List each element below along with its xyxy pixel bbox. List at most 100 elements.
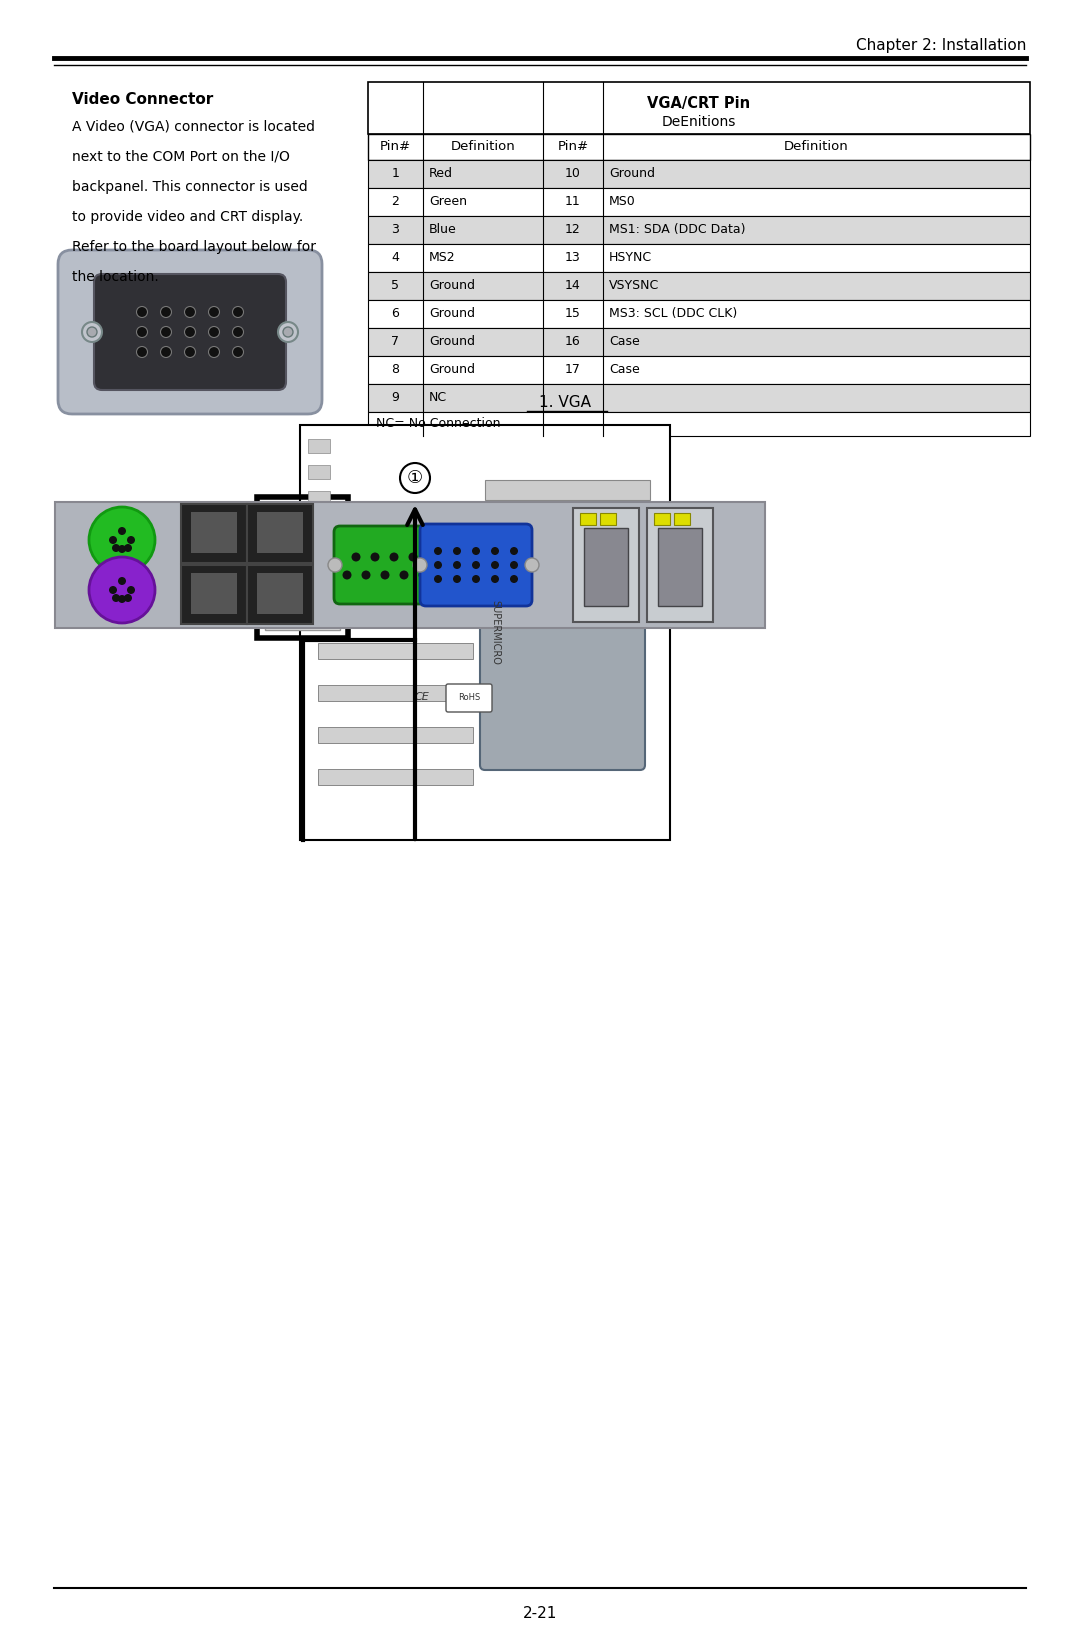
FancyBboxPatch shape	[247, 503, 313, 563]
Text: Ground: Ground	[429, 335, 475, 348]
Circle shape	[185, 346, 195, 358]
Circle shape	[118, 526, 126, 535]
FancyBboxPatch shape	[420, 525, 532, 606]
Text: 1. VGA: 1. VGA	[539, 394, 591, 409]
FancyBboxPatch shape	[446, 685, 492, 713]
Circle shape	[472, 561, 480, 569]
Text: RoHS: RoHS	[458, 693, 481, 701]
Circle shape	[390, 553, 399, 561]
FancyBboxPatch shape	[658, 528, 702, 606]
Text: Pin#: Pin#	[557, 140, 589, 153]
Circle shape	[400, 571, 408, 579]
Text: Case: Case	[609, 335, 639, 348]
Text: Case: Case	[609, 363, 639, 376]
Text: 8: 8	[391, 363, 400, 376]
Text: 1: 1	[392, 167, 400, 180]
FancyBboxPatch shape	[485, 544, 650, 564]
Circle shape	[112, 594, 120, 602]
FancyBboxPatch shape	[368, 216, 1030, 244]
FancyBboxPatch shape	[368, 356, 1030, 384]
Circle shape	[472, 548, 480, 554]
Circle shape	[89, 507, 156, 573]
Text: 10: 10	[565, 167, 581, 180]
FancyBboxPatch shape	[485, 480, 650, 500]
Circle shape	[413, 558, 427, 573]
Circle shape	[118, 578, 126, 586]
FancyBboxPatch shape	[674, 513, 690, 525]
FancyBboxPatch shape	[368, 134, 1030, 160]
FancyBboxPatch shape	[600, 513, 616, 525]
Circle shape	[232, 346, 243, 358]
Text: MS3: SCL (DDC CLK): MS3: SCL (DDC CLK)	[609, 307, 738, 320]
FancyBboxPatch shape	[485, 512, 650, 531]
Text: the location.: the location.	[72, 271, 159, 284]
FancyBboxPatch shape	[584, 528, 627, 606]
Text: 16: 16	[565, 335, 581, 348]
Circle shape	[419, 571, 428, 579]
Circle shape	[112, 544, 120, 553]
Circle shape	[434, 561, 442, 569]
Text: Ground: Ground	[429, 363, 475, 376]
Circle shape	[328, 558, 342, 573]
Text: MS2: MS2	[429, 251, 456, 264]
Circle shape	[510, 574, 518, 582]
Text: SUPERMICRO: SUPERMICRO	[490, 601, 500, 665]
FancyBboxPatch shape	[368, 412, 1030, 436]
Text: MS1: SDA (DDC Data): MS1: SDA (DDC Data)	[609, 223, 745, 236]
Circle shape	[208, 307, 219, 317]
Circle shape	[109, 586, 117, 594]
Circle shape	[428, 558, 442, 573]
Text: DeEnitions: DeEnitions	[662, 116, 737, 129]
Circle shape	[118, 596, 126, 602]
Text: Pin#: Pin#	[380, 140, 411, 153]
FancyBboxPatch shape	[480, 606, 645, 771]
Text: Refer to the board layout below for: Refer to the board layout below for	[72, 239, 316, 254]
Circle shape	[278, 322, 298, 342]
Text: 15: 15	[565, 307, 581, 320]
Text: 7: 7	[391, 335, 400, 348]
Circle shape	[185, 307, 195, 317]
Circle shape	[370, 553, 379, 561]
FancyBboxPatch shape	[580, 513, 596, 525]
Text: Red: Red	[429, 167, 453, 180]
FancyBboxPatch shape	[318, 728, 473, 742]
Circle shape	[208, 327, 219, 338]
Text: 11: 11	[565, 195, 581, 208]
Text: 2: 2	[392, 195, 400, 208]
Circle shape	[136, 346, 148, 358]
Circle shape	[89, 558, 156, 624]
Text: backpanel. This connector is used: backpanel. This connector is used	[72, 180, 308, 195]
Text: MS0: MS0	[609, 195, 636, 208]
Circle shape	[491, 561, 499, 569]
FancyBboxPatch shape	[368, 160, 1030, 188]
Text: VSYSNC: VSYSNC	[609, 279, 659, 292]
Circle shape	[525, 558, 539, 573]
Circle shape	[232, 307, 243, 317]
Text: Definition: Definition	[784, 140, 849, 153]
Text: 13: 13	[565, 251, 581, 264]
Text: Green: Green	[429, 195, 467, 208]
Text: 12: 12	[565, 223, 581, 236]
Circle shape	[87, 327, 97, 337]
FancyBboxPatch shape	[368, 300, 1030, 328]
Circle shape	[136, 307, 148, 317]
FancyBboxPatch shape	[308, 492, 330, 505]
Circle shape	[124, 544, 132, 553]
Text: A Video (VGA) connector is located: A Video (VGA) connector is located	[72, 120, 315, 134]
FancyBboxPatch shape	[368, 82, 1030, 134]
Circle shape	[434, 548, 442, 554]
FancyBboxPatch shape	[257, 512, 303, 553]
Circle shape	[124, 594, 132, 602]
Circle shape	[127, 586, 135, 594]
FancyBboxPatch shape	[55, 502, 765, 629]
FancyBboxPatch shape	[257, 573, 303, 614]
Circle shape	[82, 322, 102, 342]
Circle shape	[453, 574, 461, 582]
Circle shape	[185, 327, 195, 338]
FancyBboxPatch shape	[485, 576, 650, 596]
Circle shape	[453, 548, 461, 554]
FancyBboxPatch shape	[191, 512, 237, 553]
Text: 17: 17	[565, 363, 581, 376]
Text: Ground: Ground	[429, 307, 475, 320]
FancyBboxPatch shape	[247, 564, 313, 624]
